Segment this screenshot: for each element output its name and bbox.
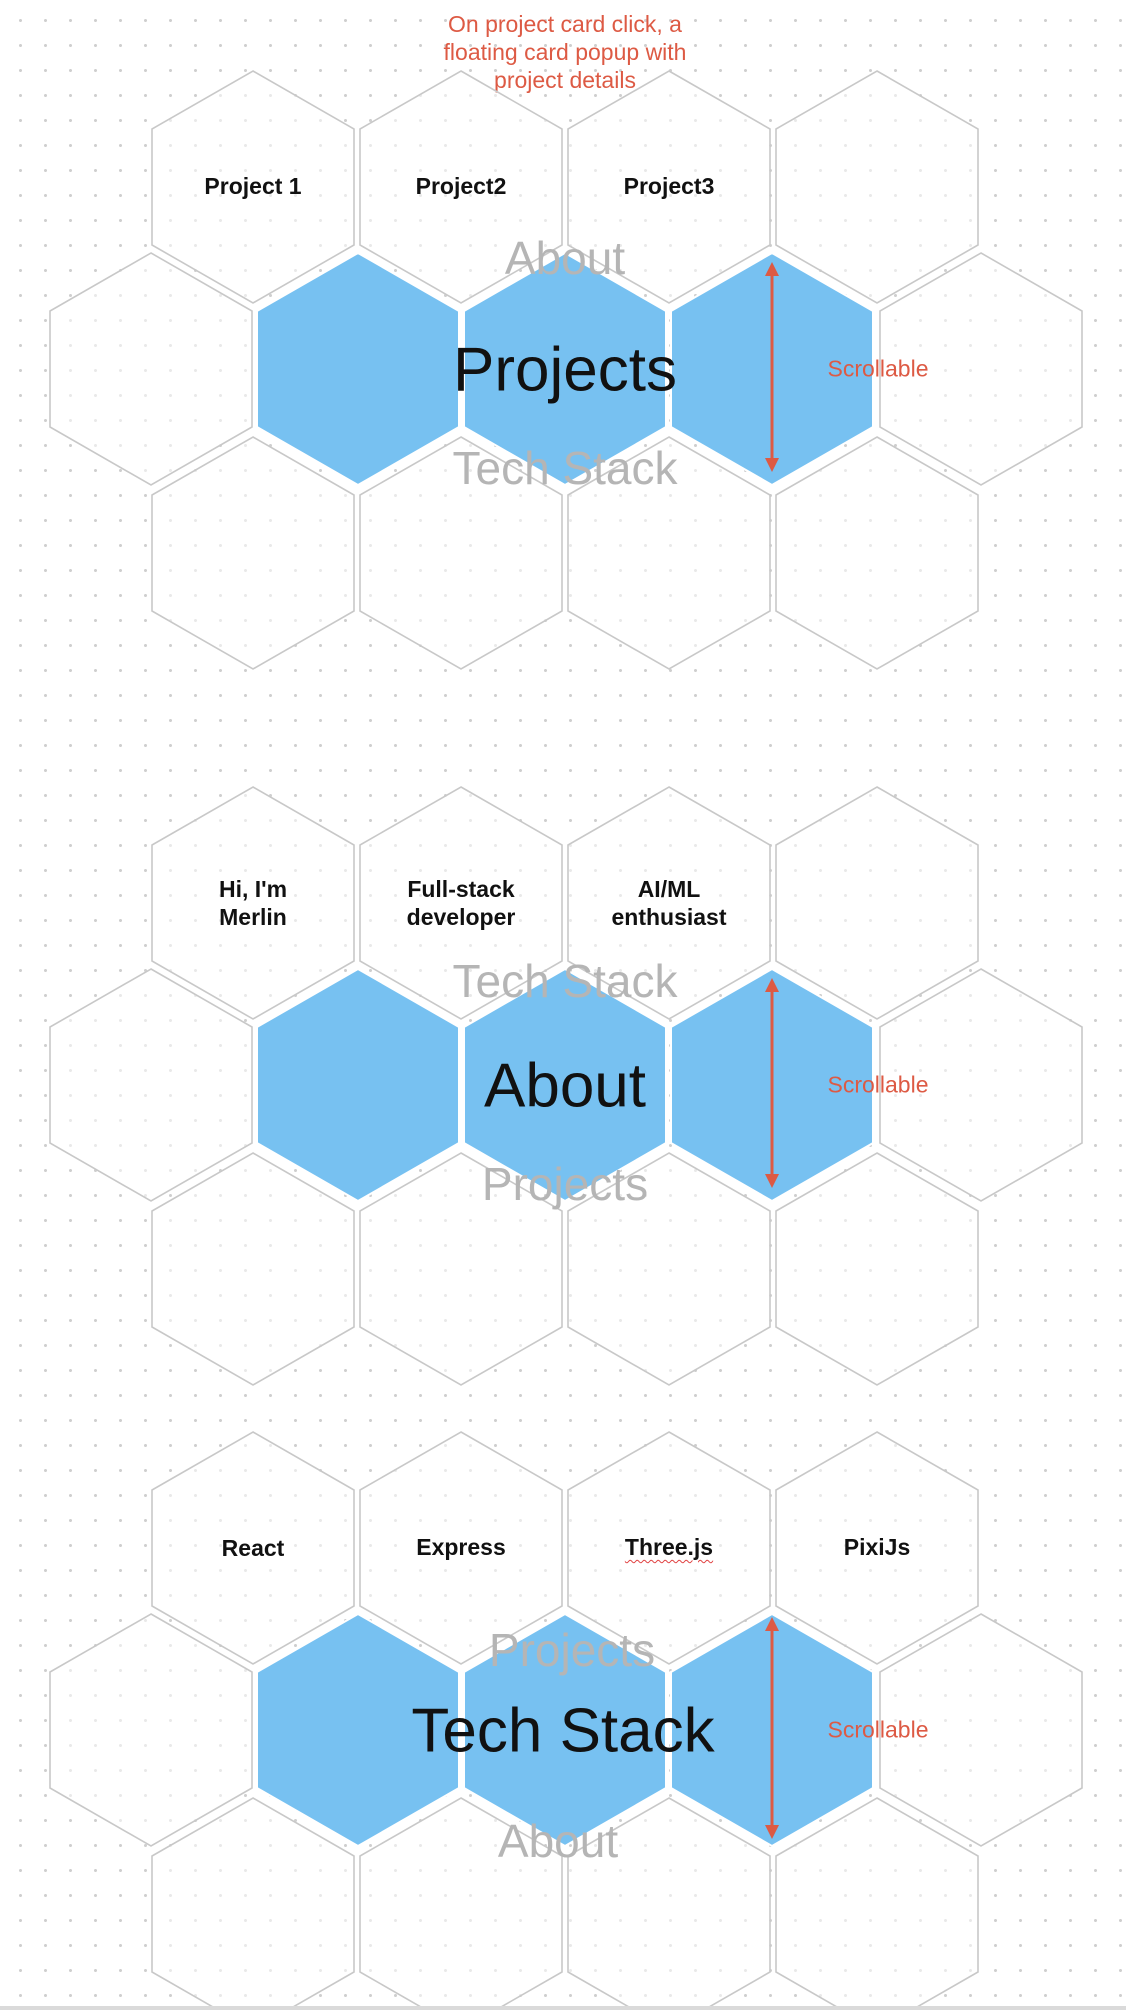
tech-card-hex-1[interactable]	[151, 1431, 355, 1665]
hex-empty	[567, 1152, 771, 1386]
hex-empty	[359, 1797, 563, 2010]
tech-card-label-text: Three.js	[624, 1534, 714, 1560]
hex-empty-left	[49, 1613, 253, 1847]
hex-row-top	[151, 786, 979, 1020]
hex-row-middle	[49, 251, 1083, 487]
section-tech-stack: React Express Three.js PixiJs Projects T…	[0, 1361, 1126, 2010]
hex-empty	[775, 1797, 979, 2010]
tech-card-label: React	[221, 1535, 285, 1561]
ghost-label-above: Tech Stack	[452, 955, 678, 1007]
section-title: Projects	[453, 335, 677, 405]
hex-active-2[interactable]	[463, 1612, 667, 1848]
hex-empty	[151, 1152, 355, 1386]
tech-card-label: Express	[416, 1534, 506, 1560]
project-card-label: Project 1	[204, 173, 302, 199]
hex-empty-left	[49, 252, 253, 486]
hex-active-2[interactable]	[463, 251, 667, 487]
tech-card-hex-2[interactable]	[359, 1431, 563, 1665]
about-card-hex-4[interactable]	[775, 786, 979, 1020]
hex-empty-left	[49, 968, 253, 1202]
hex-empty-right	[879, 1613, 1083, 1847]
annotation-note: On project card click, a floating card p…	[443, 11, 687, 93]
hex-empty	[775, 1152, 979, 1386]
hex-active-1[interactable]	[256, 1612, 460, 1848]
about-card-hex-3[interactable]	[567, 786, 771, 1020]
hex-empty	[775, 436, 979, 670]
hex-row-top	[151, 1431, 979, 1665]
tech-card-hex-3[interactable]	[567, 1431, 771, 1665]
project-card-hex-3[interactable]	[567, 70, 771, 304]
hex-row-bottom	[151, 1797, 979, 2010]
hex-empty	[567, 1797, 771, 2010]
hex-active-1[interactable]	[256, 251, 460, 487]
scroll-arrow	[765, 262, 779, 472]
hex-empty	[151, 436, 355, 670]
hex-row-bottom	[151, 1152, 979, 1386]
hex-active-2[interactable]	[463, 967, 667, 1203]
tech-card-label: PixiJs	[843, 1534, 911, 1560]
hex-row-bottom	[151, 436, 979, 670]
section-about: Hi, I'm Merlin Full-stack developer AI/M…	[0, 716, 1126, 1396]
section-title: About	[483, 1051, 647, 1121]
hex-grid-projects	[49, 70, 1083, 670]
hex-empty-right	[879, 968, 1083, 1202]
hex-row-middle	[49, 1612, 1083, 1848]
project-card-label: Project2	[415, 173, 507, 199]
bottom-edge-bar	[0, 2006, 1126, 2010]
section-title: Tech Stack	[411, 1696, 715, 1766]
hex-empty	[567, 436, 771, 670]
hex-empty	[151, 1797, 355, 2010]
ghost-label-above: About	[504, 232, 626, 284]
about-card-label: AI/ML enthusiast	[611, 876, 727, 930]
hex-empty-right	[879, 252, 1083, 486]
about-card-label: Hi, I'm Merlin	[218, 876, 288, 930]
hex-row-top	[151, 70, 979, 304]
hex-grid-about	[49, 786, 1083, 1386]
scrollable-label: Scrollable	[827, 1071, 929, 1098]
hex-empty	[359, 436, 563, 670]
about-card-hex-2[interactable]	[359, 786, 563, 1020]
about-card-hex-1[interactable]	[151, 786, 355, 1020]
project-card-label: Project3	[623, 173, 715, 199]
scroll-arrow	[765, 1617, 779, 1839]
ghost-label-below: Tech Stack	[452, 442, 678, 494]
scrollable-label: Scrollable	[827, 1716, 929, 1743]
ghost-label-above: Projects	[488, 1624, 656, 1676]
hex-active-1[interactable]	[256, 967, 460, 1203]
hex-grid-tech-stack	[49, 1431, 1083, 2010]
project-card-hex-4[interactable]	[775, 70, 979, 304]
ghost-label-below: About	[497, 1815, 619, 1867]
ghost-label-below: Projects	[481, 1158, 649, 1210]
about-card-label: Full-stack developer	[406, 876, 516, 930]
hex-empty	[359, 1152, 563, 1386]
project-card-hex-1[interactable]	[151, 70, 355, 304]
tech-card-hex-4[interactable]	[775, 1431, 979, 1665]
scroll-arrow	[765, 978, 779, 1188]
scrollable-label: Scrollable	[827, 355, 929, 382]
project-card-hex-2[interactable]	[359, 70, 563, 304]
tech-card-label: Three.js	[569, 1533, 769, 1561]
section-projects: Project 1 Project2 Project3 About Projec…	[0, 0, 1126, 680]
